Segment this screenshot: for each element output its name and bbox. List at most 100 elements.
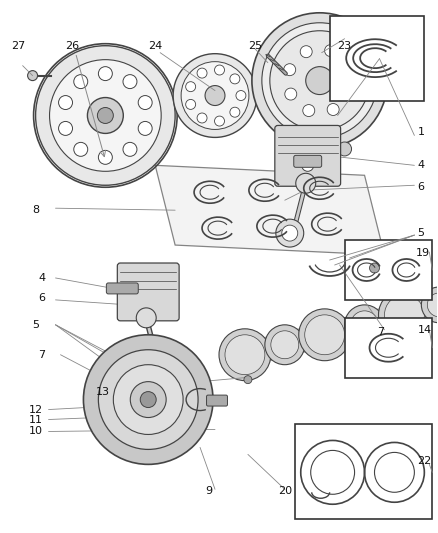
Circle shape — [303, 104, 315, 117]
Circle shape — [244, 376, 252, 384]
Circle shape — [378, 289, 430, 341]
Text: 1: 1 — [417, 127, 424, 138]
Text: 6: 6 — [417, 182, 424, 192]
Circle shape — [197, 68, 207, 78]
Circle shape — [270, 31, 370, 131]
Circle shape — [219, 329, 271, 381]
Circle shape — [370, 263, 379, 273]
Circle shape — [138, 122, 152, 135]
Circle shape — [236, 91, 246, 101]
Circle shape — [138, 95, 152, 109]
Circle shape — [166, 406, 174, 414]
FancyBboxPatch shape — [207, 395, 227, 406]
Text: 22: 22 — [417, 456, 431, 466]
Circle shape — [421, 287, 438, 323]
Circle shape — [350, 311, 378, 339]
Text: 11: 11 — [28, 415, 42, 424]
Circle shape — [284, 64, 296, 76]
Circle shape — [276, 219, 304, 247]
Circle shape — [343, 61, 355, 73]
Circle shape — [288, 142, 302, 156]
Circle shape — [265, 325, 305, 365]
Circle shape — [136, 308, 156, 328]
Text: 12: 12 — [28, 405, 43, 415]
FancyBboxPatch shape — [345, 240, 432, 300]
Text: 7: 7 — [378, 327, 385, 337]
Circle shape — [181, 62, 249, 130]
Circle shape — [306, 67, 334, 94]
Circle shape — [385, 295, 424, 335]
Text: 7: 7 — [39, 350, 46, 360]
Circle shape — [282, 225, 298, 241]
Circle shape — [325, 45, 336, 56]
Circle shape — [160, 397, 176, 413]
FancyBboxPatch shape — [330, 16, 424, 101]
Polygon shape — [155, 165, 385, 255]
Circle shape — [88, 98, 124, 133]
Text: 9: 9 — [205, 486, 212, 496]
Circle shape — [271, 331, 299, 359]
Circle shape — [186, 100, 196, 109]
Circle shape — [28, 71, 38, 80]
Circle shape — [173, 54, 257, 138]
Circle shape — [197, 113, 207, 123]
Circle shape — [230, 107, 240, 117]
Text: 20: 20 — [278, 486, 292, 496]
FancyBboxPatch shape — [294, 155, 321, 167]
Text: 13: 13 — [95, 386, 110, 397]
Circle shape — [345, 305, 385, 345]
Text: 8: 8 — [32, 205, 40, 215]
Circle shape — [327, 103, 339, 116]
Circle shape — [344, 85, 356, 98]
FancyBboxPatch shape — [117, 263, 179, 321]
Circle shape — [140, 392, 156, 408]
Circle shape — [338, 142, 352, 156]
Circle shape — [215, 116, 225, 126]
Circle shape — [252, 13, 388, 148]
FancyBboxPatch shape — [106, 283, 138, 294]
Circle shape — [99, 350, 198, 449]
Text: 10: 10 — [28, 426, 42, 437]
Circle shape — [300, 46, 312, 58]
Circle shape — [123, 142, 137, 156]
Circle shape — [74, 142, 88, 156]
FancyBboxPatch shape — [295, 424, 432, 519]
Text: 6: 6 — [39, 293, 46, 303]
FancyBboxPatch shape — [345, 318, 432, 378]
Text: 14: 14 — [417, 325, 431, 335]
Text: 24: 24 — [148, 41, 162, 51]
Circle shape — [299, 309, 350, 361]
Circle shape — [186, 82, 196, 92]
Circle shape — [230, 74, 240, 84]
Text: 23: 23 — [337, 41, 351, 51]
Circle shape — [83, 335, 213, 464]
FancyBboxPatch shape — [275, 125, 341, 186]
Circle shape — [205, 86, 225, 106]
Circle shape — [153, 390, 183, 419]
Circle shape — [225, 335, 265, 375]
Circle shape — [285, 88, 297, 100]
Circle shape — [74, 75, 88, 88]
Circle shape — [97, 108, 113, 124]
Text: 19: 19 — [415, 248, 430, 258]
Circle shape — [99, 150, 112, 164]
Text: 5: 5 — [417, 228, 424, 238]
Text: 5: 5 — [32, 320, 39, 330]
Text: 27: 27 — [11, 41, 25, 51]
Circle shape — [130, 382, 166, 417]
Text: 4: 4 — [417, 160, 424, 171]
Text: 25: 25 — [248, 41, 262, 51]
Circle shape — [99, 67, 112, 80]
Circle shape — [59, 95, 73, 109]
Circle shape — [49, 60, 161, 171]
Circle shape — [59, 122, 73, 135]
Circle shape — [123, 75, 137, 88]
Circle shape — [262, 23, 378, 139]
Circle shape — [427, 293, 438, 317]
Circle shape — [302, 159, 314, 171]
Circle shape — [35, 46, 175, 185]
Circle shape — [305, 315, 345, 355]
Circle shape — [113, 365, 183, 434]
Circle shape — [296, 173, 316, 193]
Circle shape — [215, 65, 225, 75]
